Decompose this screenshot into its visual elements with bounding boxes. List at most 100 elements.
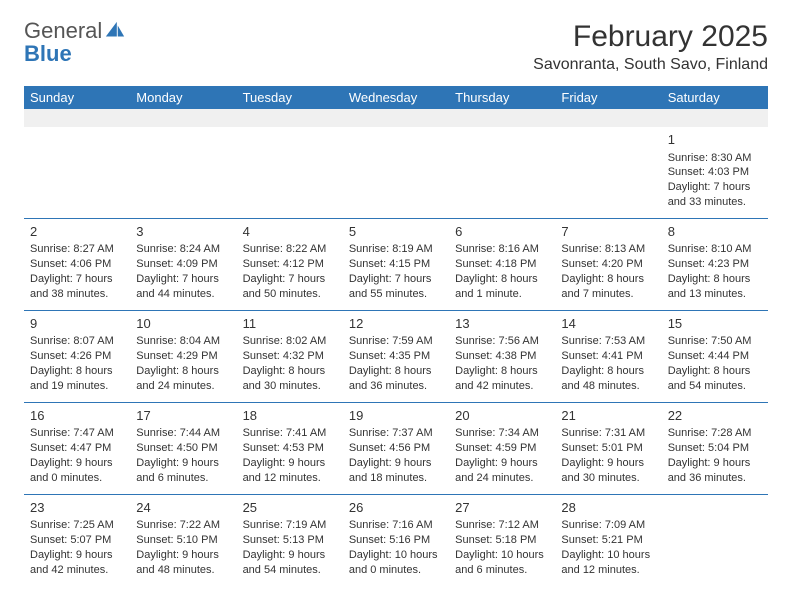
day-cell [449,127,555,218]
day-number: 19 [349,407,443,425]
sunrise-line: Sunrise: 8:22 AM [243,242,337,257]
sunrise-line: Sunrise: 8:10 AM [668,242,762,257]
sunset-line: Sunset: 4:59 PM [455,441,549,456]
daylight-line-2: and 33 minutes. [668,195,762,210]
daylight-line-2: and 13 minutes. [668,287,762,302]
week-row: 23Sunrise: 7:25 AMSunset: 5:07 PMDayligh… [24,494,768,586]
sunrise-line: Sunrise: 7:41 AM [243,426,337,441]
day-cell: 24Sunrise: 7:22 AMSunset: 5:10 PMDayligh… [130,495,236,586]
daylight-line-2: and 6 minutes. [455,563,549,578]
day-cell [555,127,661,218]
day-cell: 12Sunrise: 7:59 AMSunset: 4:35 PMDayligh… [343,311,449,402]
weekday-header: Saturday [662,86,768,109]
day-number: 10 [136,315,230,333]
daylight-line-1: Daylight: 8 hours [668,364,762,379]
sunrise-line: Sunrise: 7:47 AM [30,426,124,441]
daylight-line-1: Daylight: 7 hours [243,272,337,287]
week-row: 2Sunrise: 8:27 AMSunset: 4:06 PMDaylight… [24,218,768,310]
sunrise-line: Sunrise: 8:13 AM [561,242,655,257]
day-number: 12 [349,315,443,333]
sunset-line: Sunset: 4:44 PM [668,349,762,364]
day-number: 8 [668,223,762,241]
daylight-line-1: Daylight: 9 hours [136,456,230,471]
sunrise-line: Sunrise: 7:31 AM [561,426,655,441]
sunrise-line: Sunrise: 7:44 AM [136,426,230,441]
weekday-header: Thursday [449,86,555,109]
daylight-line-1: Daylight: 9 hours [668,456,762,471]
daylight-line-1: Daylight: 8 hours [136,364,230,379]
sunrise-line: Sunrise: 8:16 AM [455,242,549,257]
day-cell: 28Sunrise: 7:09 AMSunset: 5:21 PMDayligh… [555,495,661,586]
day-number: 28 [561,499,655,517]
daylight-line-2: and 12 minutes. [243,471,337,486]
daylight-line-2: and 0 minutes. [30,471,124,486]
sunset-line: Sunset: 4:15 PM [349,257,443,272]
day-cell: 15Sunrise: 7:50 AMSunset: 4:44 PMDayligh… [662,311,768,402]
daylight-line-1: Daylight: 7 hours [30,272,124,287]
day-cell: 4Sunrise: 8:22 AMSunset: 4:12 PMDaylight… [237,219,343,310]
daylight-line-1: Daylight: 7 hours [349,272,443,287]
day-number: 22 [668,407,762,425]
daylight-line-2: and 0 minutes. [349,563,443,578]
sunset-line: Sunset: 5:21 PM [561,533,655,548]
sunset-line: Sunset: 5:16 PM [349,533,443,548]
sunset-line: Sunset: 4:26 PM [30,349,124,364]
daylight-line-1: Daylight: 8 hours [349,364,443,379]
daylight-line-2: and 38 minutes. [30,287,124,302]
blank-row [24,109,768,127]
day-cell: 11Sunrise: 8:02 AMSunset: 4:32 PMDayligh… [237,311,343,402]
weekday-header: Tuesday [237,86,343,109]
day-cell: 22Sunrise: 7:28 AMSunset: 5:04 PMDayligh… [662,403,768,494]
header: General Blue February 2025 Savonranta, S… [24,20,768,74]
daylight-line-2: and 48 minutes. [561,379,655,394]
sunrise-line: Sunrise: 7:22 AM [136,518,230,533]
day-cell: 10Sunrise: 8:04 AMSunset: 4:29 PMDayligh… [130,311,236,402]
day-cell: 5Sunrise: 8:19 AMSunset: 4:15 PMDaylight… [343,219,449,310]
sunrise-line: Sunrise: 7:25 AM [30,518,124,533]
daylight-line-2: and 42 minutes. [30,563,124,578]
day-cell [237,127,343,218]
sunset-line: Sunset: 5:07 PM [30,533,124,548]
day-cell [343,127,449,218]
daylight-line-2: and 18 minutes. [349,471,443,486]
day-number: 27 [455,499,549,517]
day-number: 6 [455,223,549,241]
sunset-line: Sunset: 4:12 PM [243,257,337,272]
sunset-line: Sunset: 4:32 PM [243,349,337,364]
sunset-line: Sunset: 4:20 PM [561,257,655,272]
sunrise-line: Sunrise: 7:19 AM [243,518,337,533]
week-row: 1Sunrise: 8:30 AMSunset: 4:03 PMDaylight… [24,127,768,218]
daylight-line-2: and 36 minutes. [668,471,762,486]
day-cell: 23Sunrise: 7:25 AMSunset: 5:07 PMDayligh… [24,495,130,586]
daylight-line-2: and 55 minutes. [349,287,443,302]
day-number: 15 [668,315,762,333]
day-cell: 21Sunrise: 7:31 AMSunset: 5:01 PMDayligh… [555,403,661,494]
day-cell [662,495,768,586]
sunset-line: Sunset: 4:23 PM [668,257,762,272]
sunset-line: Sunset: 4:35 PM [349,349,443,364]
sunset-line: Sunset: 4:38 PM [455,349,549,364]
title-block: February 2025 Savonranta, South Savo, Fi… [533,20,768,74]
day-cell: 18Sunrise: 7:41 AMSunset: 4:53 PMDayligh… [237,403,343,494]
daylight-line-1: Daylight: 9 hours [349,456,443,471]
weekday-header-row: Sunday Monday Tuesday Wednesday Thursday… [24,86,768,109]
week-row: 9Sunrise: 8:07 AMSunset: 4:26 PMDaylight… [24,310,768,402]
day-number: 2 [30,223,124,241]
daylight-line-1: Daylight: 8 hours [668,272,762,287]
day-number: 18 [243,407,337,425]
daylight-line-1: Daylight: 10 hours [455,548,549,563]
weekday-header: Friday [555,86,661,109]
sunrise-line: Sunrise: 7:50 AM [668,334,762,349]
daylight-line-1: Daylight: 8 hours [455,364,549,379]
sunset-line: Sunset: 4:41 PM [561,349,655,364]
day-number: 11 [243,315,337,333]
sunset-line: Sunset: 5:13 PM [243,533,337,548]
sunset-line: Sunset: 4:47 PM [30,441,124,456]
daylight-line-2: and 54 minutes. [243,563,337,578]
day-number: 7 [561,223,655,241]
sunset-line: Sunset: 4:06 PM [30,257,124,272]
sunset-line: Sunset: 5:10 PM [136,533,230,548]
sunrise-line: Sunrise: 7:16 AM [349,518,443,533]
day-number: 14 [561,315,655,333]
day-cell: 3Sunrise: 8:24 AMSunset: 4:09 PMDaylight… [130,219,236,310]
